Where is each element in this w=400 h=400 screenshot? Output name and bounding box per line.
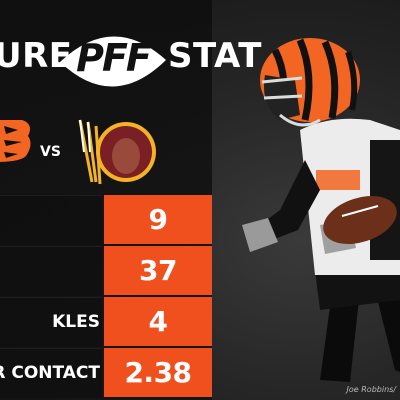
stat-value-cell: 9 [104, 195, 212, 244]
photo-credit: Joe Robbins/ [346, 385, 396, 394]
stat-label: R CONTACT [0, 363, 100, 383]
redskins-logo [78, 119, 156, 185]
stat-table: 9 37 KLES 4 R CONTACT 2.38 [0, 195, 212, 399]
title-right-word: STAT [168, 36, 262, 76]
pff-football-logo [60, 36, 166, 87]
stat-row: KLES 4 [0, 297, 212, 347]
stat-row: 37 [0, 246, 212, 296]
stat-value: 2.38 [124, 356, 192, 389]
vs-label: VS [40, 144, 61, 160]
stat-value-cell: 2.38 [104, 348, 212, 397]
pff-logo-text: PFF [76, 36, 152, 80]
stat-label: KLES [52, 312, 100, 332]
matchup-row: VS [0, 108, 212, 196]
stat-row: 9 [0, 195, 212, 245]
stat-label-cell [0, 246, 102, 296]
bengals-logo [0, 120, 31, 162]
stat-value: 37 [139, 254, 177, 287]
feature-title: URE PFF STAT [0, 22, 261, 100]
stat-row: R CONTACT 2.38 [0, 348, 212, 398]
stat-label-cell [0, 195, 102, 245]
stat-value: 4 [148, 305, 168, 338]
title-left-word: URE [0, 36, 73, 76]
stat-value-cell: 37 [104, 246, 212, 295]
player-photo [242, 38, 400, 382]
stat-label-cell: KLES [0, 297, 102, 347]
stat-value-cell: 4 [104, 297, 212, 346]
stat-label-cell: R CONTACT [0, 348, 102, 398]
stat-value: 9 [148, 203, 168, 236]
